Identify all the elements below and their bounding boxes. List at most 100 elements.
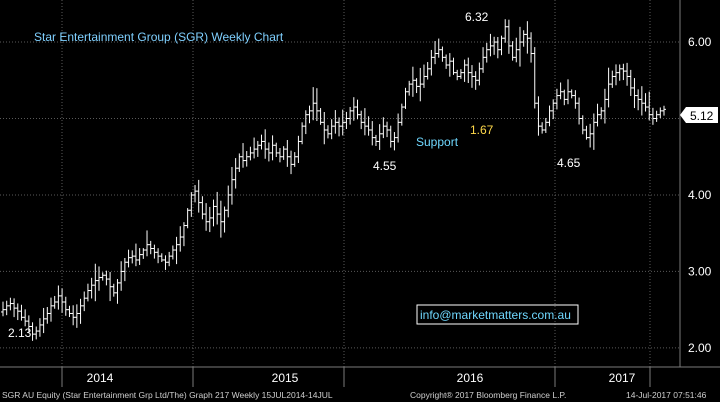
watermark-text: info@marketmatters.com.au xyxy=(420,308,571,322)
price-bar xyxy=(565,79,570,105)
price-bar xyxy=(636,89,641,111)
price-bar xyxy=(473,71,478,90)
footer-left-text: SGR AU Equity (Star Entertainment Grp Lt… xyxy=(2,390,333,400)
price-bar xyxy=(610,70,615,88)
price-bar xyxy=(37,318,42,337)
price-bar xyxy=(266,142,271,162)
price-bar xyxy=(377,124,382,150)
grid-lines xyxy=(0,41,680,349)
annotation-start-low: 2.13 xyxy=(8,326,32,340)
price-bar xyxy=(536,96,541,136)
price-bar xyxy=(322,111,327,145)
price-bar xyxy=(100,272,105,281)
price-bar xyxy=(647,91,652,121)
price-bar xyxy=(484,42,489,63)
price-bar xyxy=(558,82,563,100)
x-tick-label: 2017 xyxy=(609,371,636,385)
price-bar xyxy=(355,99,360,120)
price-bar xyxy=(606,67,611,108)
price-bar xyxy=(584,125,589,140)
price-bar xyxy=(126,249,131,268)
price-bar xyxy=(63,296,68,316)
price-bar xyxy=(547,105,552,127)
price-bar xyxy=(392,132,397,151)
price-bar xyxy=(366,116,371,136)
price-bar xyxy=(532,47,537,109)
price-bar xyxy=(119,261,124,291)
price-bar xyxy=(381,117,386,139)
price-bar xyxy=(337,117,342,137)
price-bar xyxy=(510,41,515,61)
price-bar xyxy=(577,97,582,125)
price-bar xyxy=(314,88,319,122)
price-bar xyxy=(362,108,367,136)
price-bar xyxy=(425,62,430,80)
price-bar xyxy=(122,257,127,282)
price-bar xyxy=(296,135,301,163)
price-bar xyxy=(418,67,423,102)
footer-right-text: 14-Jul-2017 07:51:46 xyxy=(626,390,707,400)
price-bar xyxy=(89,277,94,299)
price-bar xyxy=(30,322,35,341)
price-bar xyxy=(333,110,338,134)
price-bar xyxy=(248,146,253,161)
support-label: Support xyxy=(416,135,459,149)
last-price-tag: 5.12 xyxy=(680,107,718,123)
price-bar xyxy=(85,283,90,302)
price-bar xyxy=(469,65,474,88)
price-bar xyxy=(167,251,172,267)
price-bar xyxy=(97,266,102,291)
price-bar xyxy=(218,200,223,238)
price-bar xyxy=(318,108,323,125)
price-bar xyxy=(159,253,164,262)
price-bar xyxy=(204,203,209,231)
x-tick-label: 2016 xyxy=(457,371,484,385)
price-bar xyxy=(654,110,659,122)
price-bar xyxy=(455,69,460,81)
price-bar xyxy=(433,41,438,65)
price-bar xyxy=(650,107,655,125)
price-bar xyxy=(617,64,622,81)
price-bar xyxy=(174,236,179,265)
watermark-box xyxy=(416,304,579,325)
price-bar xyxy=(410,66,415,97)
price-bar xyxy=(237,153,242,172)
price-bar xyxy=(492,36,497,55)
price-bar xyxy=(196,179,201,213)
price-bar xyxy=(499,35,504,56)
price-bar xyxy=(359,110,364,130)
price-bar xyxy=(200,196,205,220)
price-bar xyxy=(71,305,76,326)
price-bar xyxy=(662,105,666,116)
price-bar xyxy=(344,111,349,130)
annotation-low-2015: 4.55 xyxy=(373,159,397,173)
last-price-value: 5.12 xyxy=(690,109,714,123)
price-bar xyxy=(540,122,545,134)
price-bar xyxy=(244,151,249,167)
price-bar xyxy=(307,105,312,124)
price-bar xyxy=(207,206,212,233)
price-bar xyxy=(517,26,522,67)
footer-center-text: Copyright® 2017 Bloomberg Finance L.P. xyxy=(410,390,567,400)
price-bar xyxy=(632,78,637,109)
price-bar xyxy=(163,255,168,270)
price-bar xyxy=(373,134,378,147)
price-bar xyxy=(137,248,142,265)
price-bar xyxy=(340,109,345,136)
price-bars xyxy=(1,19,666,341)
y-tick-label: 4.00 xyxy=(688,188,712,202)
price-bar xyxy=(421,64,426,88)
x-tick-label: 2014 xyxy=(87,371,114,385)
price-bar xyxy=(444,54,449,69)
price-bar xyxy=(300,122,305,145)
footer-bar: SGR AU Equity (Star Entertainment Grp Lt… xyxy=(0,388,720,402)
price-bar xyxy=(145,230,150,257)
price-bar xyxy=(628,69,633,96)
price-bar xyxy=(325,125,330,139)
price-bar xyxy=(521,30,526,47)
price-bar xyxy=(514,37,519,63)
price-bar xyxy=(351,97,356,121)
price-bar xyxy=(226,185,231,218)
